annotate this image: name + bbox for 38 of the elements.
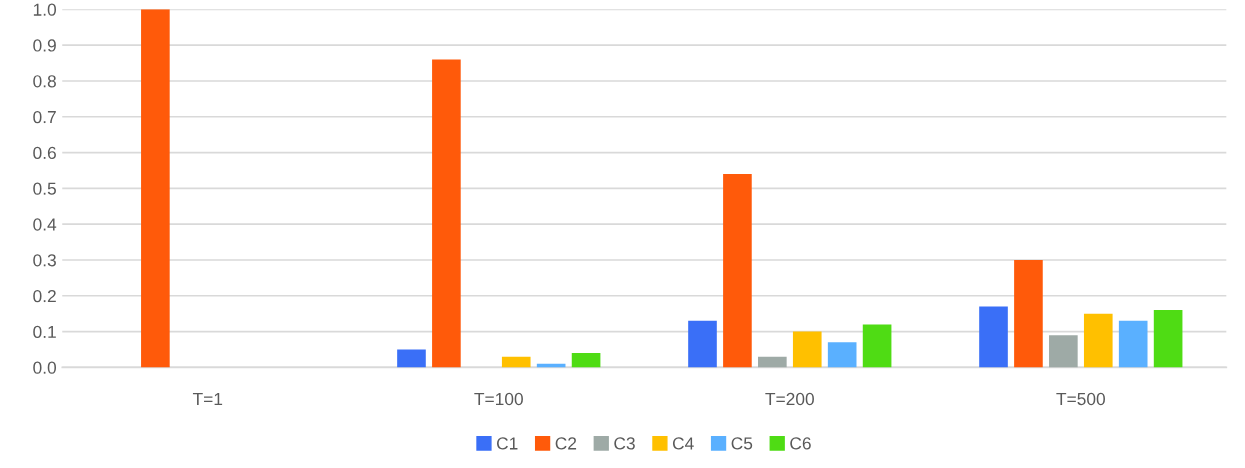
bar: [1049, 335, 1078, 368]
bar: [141, 9, 170, 368]
legend-label: C5: [731, 437, 753, 450]
y-tick-label: 0.5: [33, 182, 56, 195]
y-tick-label: 0.3: [33, 254, 56, 267]
x-tick-label: T=1: [192, 393, 223, 405]
bar: [758, 356, 787, 368]
bar: [827, 342, 857, 368]
x-tick-label: T=500: [1056, 392, 1105, 406]
y-tick-label: 1.0: [33, 3, 57, 16]
legend-label: C3: [614, 437, 635, 450]
legend-label: C1: [496, 437, 518, 450]
y-tick-label: 0.7: [33, 110, 56, 124]
bar: [432, 59, 461, 368]
bar: [1118, 320, 1148, 368]
bar: [862, 324, 892, 368]
bar: [688, 320, 717, 368]
x-tick-label: T=200: [765, 392, 814, 406]
bar: [792, 331, 822, 368]
legend-label: C2: [555, 437, 577, 450]
bar: [979, 306, 1008, 368]
legend-label: C6: [790, 437, 811, 450]
bar: [571, 353, 601, 368]
y-tick-label: 0.8: [33, 75, 56, 88]
bar: [397, 349, 426, 368]
bar: [723, 174, 752, 368]
legend-label: C4: [672, 437, 694, 450]
y-tick-label: 0.2: [33, 289, 56, 303]
bar: [1153, 310, 1183, 368]
bar: [1014, 259, 1043, 368]
y-tick-label: 0.0: [33, 361, 57, 374]
bar: [501, 356, 531, 368]
y-tick-label: 0.4: [33, 218, 57, 231]
bar: [1083, 313, 1113, 368]
y-tick-label: 0.6: [33, 146, 56, 160]
y-tick-label: 0.1: [33, 325, 56, 339]
x-tick-label: T=100: [474, 392, 523, 406]
y-tick-label: 0.9: [33, 39, 56, 52]
